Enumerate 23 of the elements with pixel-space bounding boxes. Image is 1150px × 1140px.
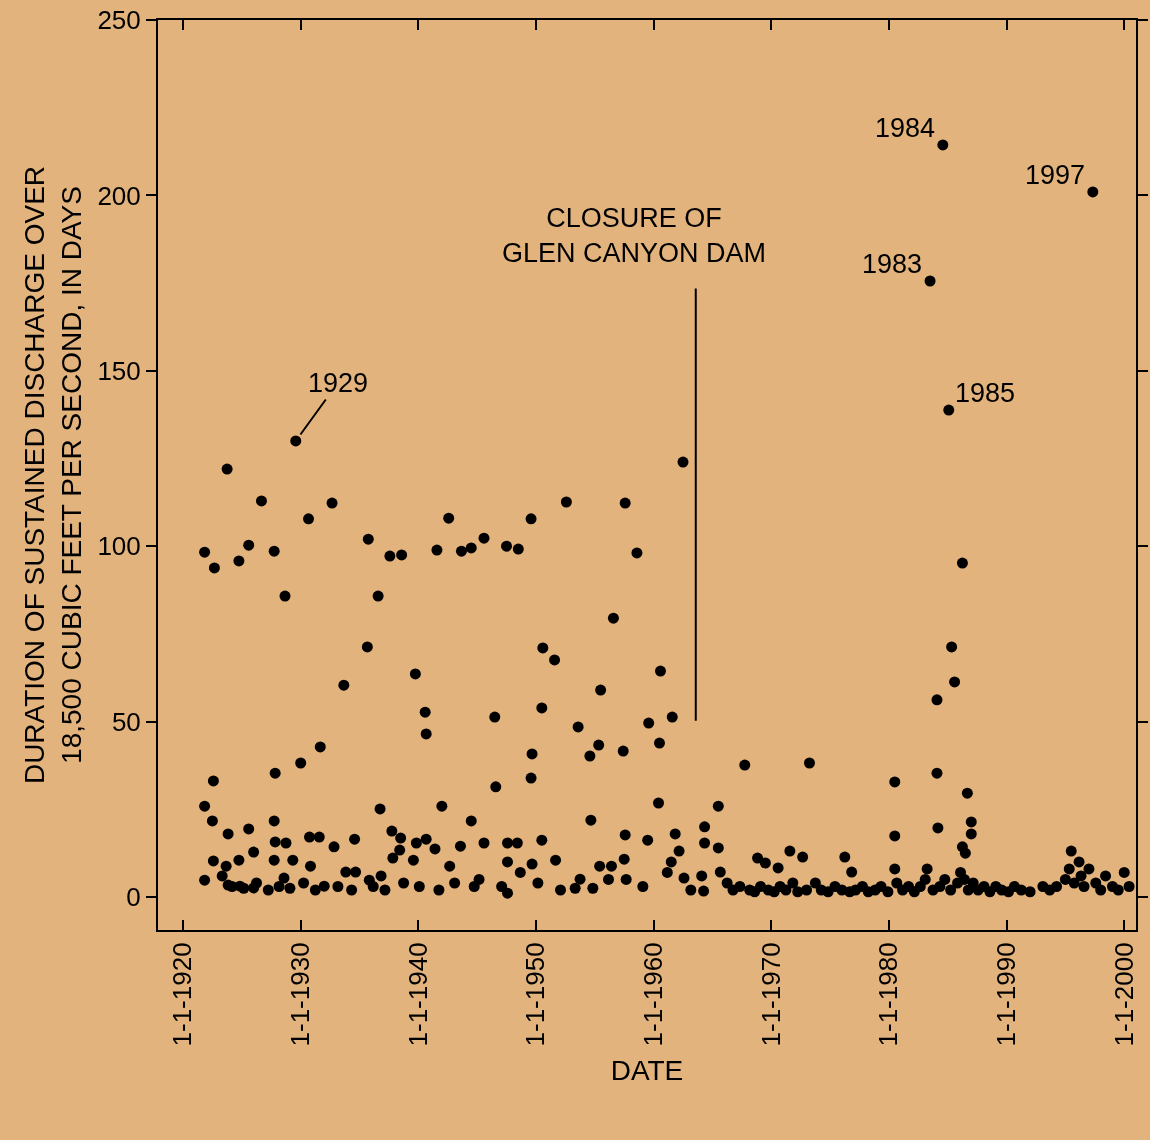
annotation: 1984 [875,113,936,143]
y-tick-label: 250 [97,5,141,36]
x-tick-label: 1-1-1940 [402,942,433,1047]
x-tick-label: 1-1-1950 [520,942,551,1047]
x-tick-label: 1-1-2000 [1108,942,1139,1047]
x-tick-label: 1-1-1990 [991,942,1022,1047]
x-tick-label: 1-1-1980 [873,942,904,1047]
y-tick-label: 100 [97,531,141,562]
annotation: 1997 [1025,160,1086,190]
x-tick-label: 1-1-1920 [167,942,198,1047]
ref-line-label: CLOSURE OF GLEN CANYON DAM [502,203,767,269]
y-tick-label: 200 [97,180,141,211]
x-tick-label: 1-1-1970 [755,942,786,1047]
x-axis-title: DATE [610,1055,684,1087]
y-tick-label: 0 [126,882,141,913]
annotation: 1983 [862,249,923,279]
x-tick-label: 1-1-1960 [638,942,669,1047]
annotation: 1929 [308,368,369,398]
annotation: 1985 [955,378,1016,408]
y-tick-label: 150 [97,355,141,386]
y-tick-label: 50 [111,706,141,737]
y-axis-title: DURATION OF SUSTAINED DISCHARGE OVER 18,500 CUBIC FEET PER SECOND, IN DAYS [19,165,87,785]
x-tick-label: 1-1-1930 [285,942,316,1047]
